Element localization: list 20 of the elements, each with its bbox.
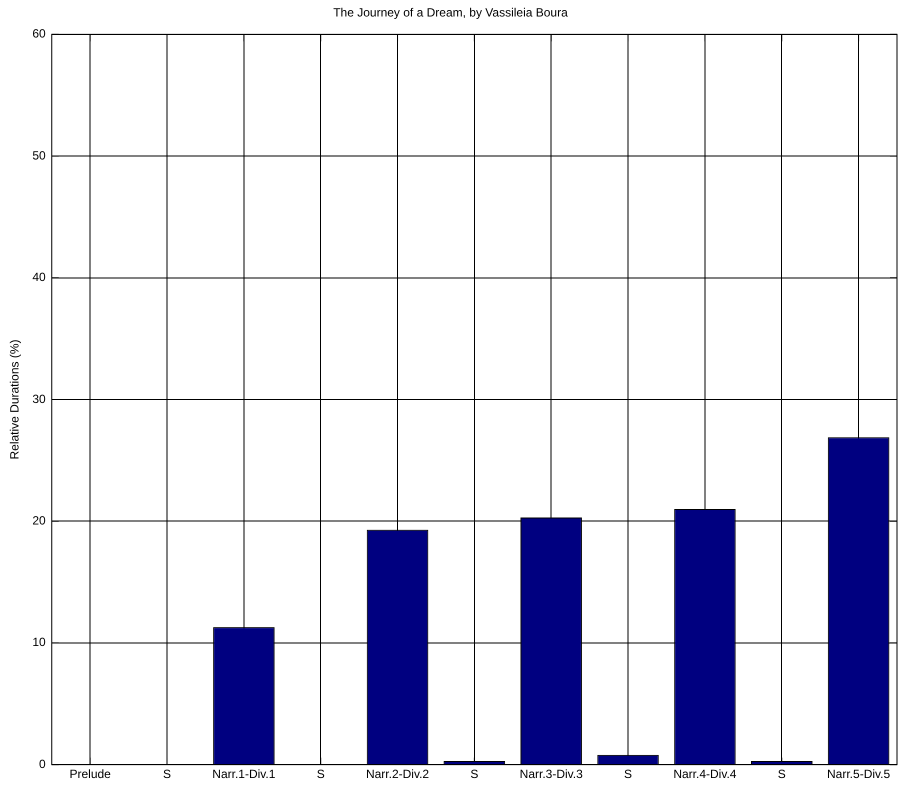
x-tick-label: Narr.5-Div.5 — [827, 767, 890, 782]
x-tick-label: S — [778, 767, 786, 782]
y-tick-label: 50 — [32, 148, 46, 162]
x-tick-label: Narr.2-Div.2 — [366, 767, 430, 782]
y-tick-label: 30 — [32, 392, 46, 406]
x-tick-label: Narr.4-Div.4 — [673, 767, 737, 782]
x-tick-label: Prelude — [69, 767, 112, 782]
x-tick-label: S — [470, 767, 478, 782]
y-tick-label: 10 — [32, 635, 46, 650]
x-tick-label: Narr.1-Div.1 — [212, 767, 276, 782]
y-tick-label: 0 — [39, 756, 46, 771]
chart-title: The Journey of a Dream, by Vassileia Boura — [333, 6, 568, 20]
x-tick-label: S — [624, 767, 632, 782]
y-tick-label: 20 — [32, 514, 46, 528]
x-tick-label: S — [163, 767, 172, 782]
y-tick-label: 60 — [32, 26, 46, 41]
x-tick-label: S — [316, 767, 325, 782]
x-tick-label: Narr.3-Div.3 — [520, 767, 584, 782]
y-tick-label: 40 — [32, 270, 46, 284]
y-axis-title: Relative Durations (%) — [8, 339, 22, 460]
